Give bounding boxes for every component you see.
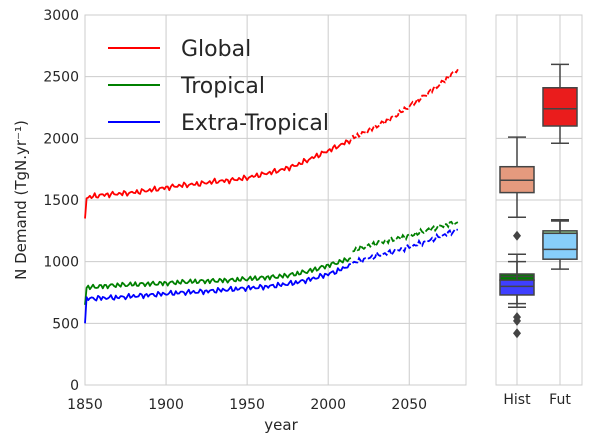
series-line-global-historical bbox=[84, 139, 352, 219]
box-chart-panel: Hist Fut bbox=[495, 14, 583, 408]
box-hist bbox=[499, 253, 535, 339]
x-tick-label: 1850 bbox=[67, 397, 103, 413]
box-body bbox=[542, 232, 578, 260]
y-tick-label: 2000 bbox=[43, 131, 79, 147]
x-tick-label: 2050 bbox=[391, 397, 427, 413]
series-line-extra-tropical-historical bbox=[84, 263, 351, 324]
box-fut bbox=[542, 220, 578, 270]
x-tick-label: 1900 bbox=[148, 397, 184, 413]
y-tick-label: 500 bbox=[52, 316, 79, 332]
y-tick-label: 1500 bbox=[43, 193, 79, 209]
x-axis-label: year bbox=[264, 416, 298, 434]
outlier-point bbox=[513, 315, 521, 326]
y-tick-label: 0 bbox=[70, 378, 79, 394]
legend-label: Global bbox=[181, 37, 251, 62]
legend-label: Extra-Tropical bbox=[181, 111, 329, 136]
legend-label: Tropical bbox=[180, 74, 265, 99]
box-plot-boxes bbox=[499, 63, 578, 339]
series-line-global-future bbox=[351, 68, 459, 140]
y-axis-label: N Demand (TgN.yr⁻¹) bbox=[12, 120, 30, 280]
box-fut bbox=[542, 63, 578, 145]
x-tick-label: 2000 bbox=[310, 397, 346, 413]
line-plot-series bbox=[84, 68, 459, 324]
x-tick-label: 1950 bbox=[229, 397, 265, 413]
series-line-tropical-future bbox=[352, 220, 459, 253]
series-line-extra-tropical-future bbox=[351, 228, 459, 265]
box-hist bbox=[499, 136, 535, 241]
box-category-label: Fut bbox=[549, 392, 571, 408]
outlier-point bbox=[513, 328, 521, 339]
line-plot-grid bbox=[84, 14, 466, 386]
y-tick-label: 3000 bbox=[43, 8, 79, 24]
y-tick-label: 1000 bbox=[43, 255, 79, 271]
box-body bbox=[499, 279, 535, 296]
line-plot-ticks: 1850 1900 1950 2000 2050 0 500 1000 1500 2000 2500… bbox=[43, 8, 427, 413]
box-body bbox=[542, 87, 578, 127]
box-category-label: Hist bbox=[503, 392, 531, 408]
line-chart-panel: 1850 1900 1950 2000 2050 0 500 1000 1500 2000 2500… bbox=[12, 8, 467, 434]
series-line-tropical-historical bbox=[84, 257, 352, 305]
outlier-point bbox=[513, 230, 521, 241]
y-tick-label: 2500 bbox=[43, 70, 79, 86]
legend: Global Tropical Extra-Tropical bbox=[108, 37, 329, 136]
box-plot-ticks: Hist Fut bbox=[503, 392, 571, 408]
